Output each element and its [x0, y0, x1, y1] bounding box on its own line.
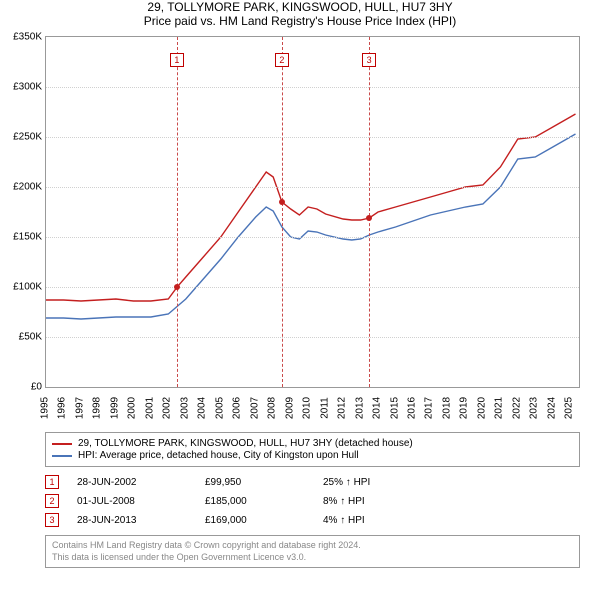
sale-vertical-line-2 — [282, 37, 283, 387]
legend-swatch-hpi — [52, 455, 72, 457]
x-axis-label: 2025 — [564, 397, 575, 419]
series-line-property — [46, 114, 576, 301]
x-axis-label: 2021 — [494, 397, 505, 419]
x-axis-label: 2015 — [389, 397, 400, 419]
sale-dot-3 — [366, 215, 372, 221]
sale-vertical-line-1 — [177, 37, 178, 387]
series-line-hpi — [46, 134, 576, 319]
chart-title-line2: Price paid vs. HM Land Registry's House … — [0, 14, 600, 28]
y-axis-label: £150K — [13, 232, 42, 243]
chart-legend: 29, TOLLYMORE PARK, KINGSWOOD, HULL, HU7… — [45, 432, 580, 467]
sale-dot-2 — [279, 199, 285, 205]
x-axis-label: 2003 — [179, 397, 190, 419]
x-axis-label: 2024 — [546, 397, 557, 419]
legend-row-property: 29, TOLLYMORE PARK, KINGSWOOD, HULL, HU7… — [52, 438, 573, 449]
x-axis-label: 1996 — [57, 397, 68, 419]
x-axis-label: 2018 — [441, 397, 452, 419]
y-gridline — [46, 237, 579, 238]
x-axis-label: 2010 — [302, 397, 313, 419]
x-axis-label: 1999 — [109, 397, 120, 419]
sale-marker-box-1: 1 — [170, 53, 184, 67]
x-axis-label: 2004 — [197, 397, 208, 419]
x-axis-label: 2020 — [476, 397, 487, 419]
legend-label-hpi: HPI: Average price, detached house, City… — [78, 450, 359, 461]
y-gridline — [46, 87, 579, 88]
attribution-box: Contains HM Land Registry data © Crown c… — [45, 535, 580, 568]
x-axis-label: 2002 — [162, 397, 173, 419]
x-axis-label: 2011 — [319, 397, 330, 419]
y-gridline — [46, 187, 579, 188]
sale-vertical-line-3 — [369, 37, 370, 387]
legend-row-hpi: HPI: Average price, detached house, City… — [52, 450, 573, 461]
sale-price-2: £185,000 — [205, 496, 305, 507]
x-axis-label: 2023 — [529, 397, 540, 419]
sale-row-2: 2 01-JUL-2008 £185,000 8% ↑ HPI — [45, 492, 580, 510]
x-axis-label: 2016 — [406, 397, 417, 419]
sale-marker-box-2: 2 — [275, 53, 289, 67]
sale-date-2: 01-JUL-2008 — [77, 496, 187, 507]
sale-marker-2: 2 — [45, 494, 59, 508]
chart-title-line1: 29, TOLLYMORE PARK, KINGSWOOD, HULL, HU7… — [0, 0, 600, 14]
y-gridline — [46, 337, 579, 338]
x-axis-label: 1995 — [40, 397, 51, 419]
chart-plot-area: £0£50K£100K£150K£200K£250K£300K£350K123 — [45, 36, 580, 388]
x-axis-label: 2008 — [267, 397, 278, 419]
legend-label-property: 29, TOLLYMORE PARK, KINGSWOOD, HULL, HU7… — [78, 438, 413, 449]
x-axis-label: 2007 — [249, 397, 260, 419]
x-axis-labels: 1995199619971998199920002001200220032004… — [45, 390, 580, 428]
x-axis-label: 2014 — [372, 397, 383, 419]
sale-date-1: 28-JUN-2002 — [77, 477, 187, 488]
sale-pct-1: 25% ↑ HPI — [323, 477, 443, 488]
y-axis-label: £300K — [13, 82, 42, 93]
x-axis-label: 2001 — [144, 397, 155, 419]
sale-marker-box-3: 3 — [362, 53, 376, 67]
sale-dot-1 — [174, 284, 180, 290]
x-axis-label: 2022 — [511, 397, 522, 419]
chart-lines-svg — [46, 37, 579, 387]
sale-date-3: 28-JUN-2013 — [77, 515, 187, 526]
sale-price-3: £169,000 — [205, 515, 305, 526]
x-axis-label: 1998 — [92, 397, 103, 419]
y-axis-label: £250K — [13, 132, 42, 143]
x-axis-label: 2005 — [214, 397, 225, 419]
attribution-line2: This data is licensed under the Open Gov… — [52, 552, 573, 564]
x-axis-label: 2013 — [354, 397, 365, 419]
x-axis-label: 2009 — [284, 397, 295, 419]
sale-row-1: 1 28-JUN-2002 £99,950 25% ↑ HPI — [45, 473, 580, 491]
attribution-line1: Contains HM Land Registry data © Crown c… — [52, 540, 573, 552]
sale-pct-3: 4% ↑ HPI — [323, 515, 443, 526]
x-axis-label: 1997 — [74, 397, 85, 419]
sale-row-3: 3 28-JUN-2013 £169,000 4% ↑ HPI — [45, 511, 580, 529]
x-axis-label: 2012 — [337, 397, 348, 419]
y-axis-label: £350K — [13, 32, 42, 43]
y-gridline — [46, 137, 579, 138]
x-axis-label: 2000 — [127, 397, 138, 419]
sale-price-1: £99,950 — [205, 477, 305, 488]
y-axis-label: £0 — [31, 382, 42, 393]
x-axis-label: 2006 — [232, 397, 243, 419]
sale-pct-2: 8% ↑ HPI — [323, 496, 443, 507]
y-axis-label: £50K — [19, 332, 42, 343]
x-axis-label: 2019 — [459, 397, 470, 419]
y-axis-label: £100K — [13, 282, 42, 293]
y-axis-label: £200K — [13, 182, 42, 193]
sales-table: 1 28-JUN-2002 £99,950 25% ↑ HPI 2 01-JUL… — [45, 473, 580, 529]
legend-swatch-property — [52, 443, 72, 445]
sale-marker-1: 1 — [45, 475, 59, 489]
x-axis-label: 2017 — [424, 397, 435, 419]
sale-marker-3: 3 — [45, 513, 59, 527]
y-gridline — [46, 287, 579, 288]
